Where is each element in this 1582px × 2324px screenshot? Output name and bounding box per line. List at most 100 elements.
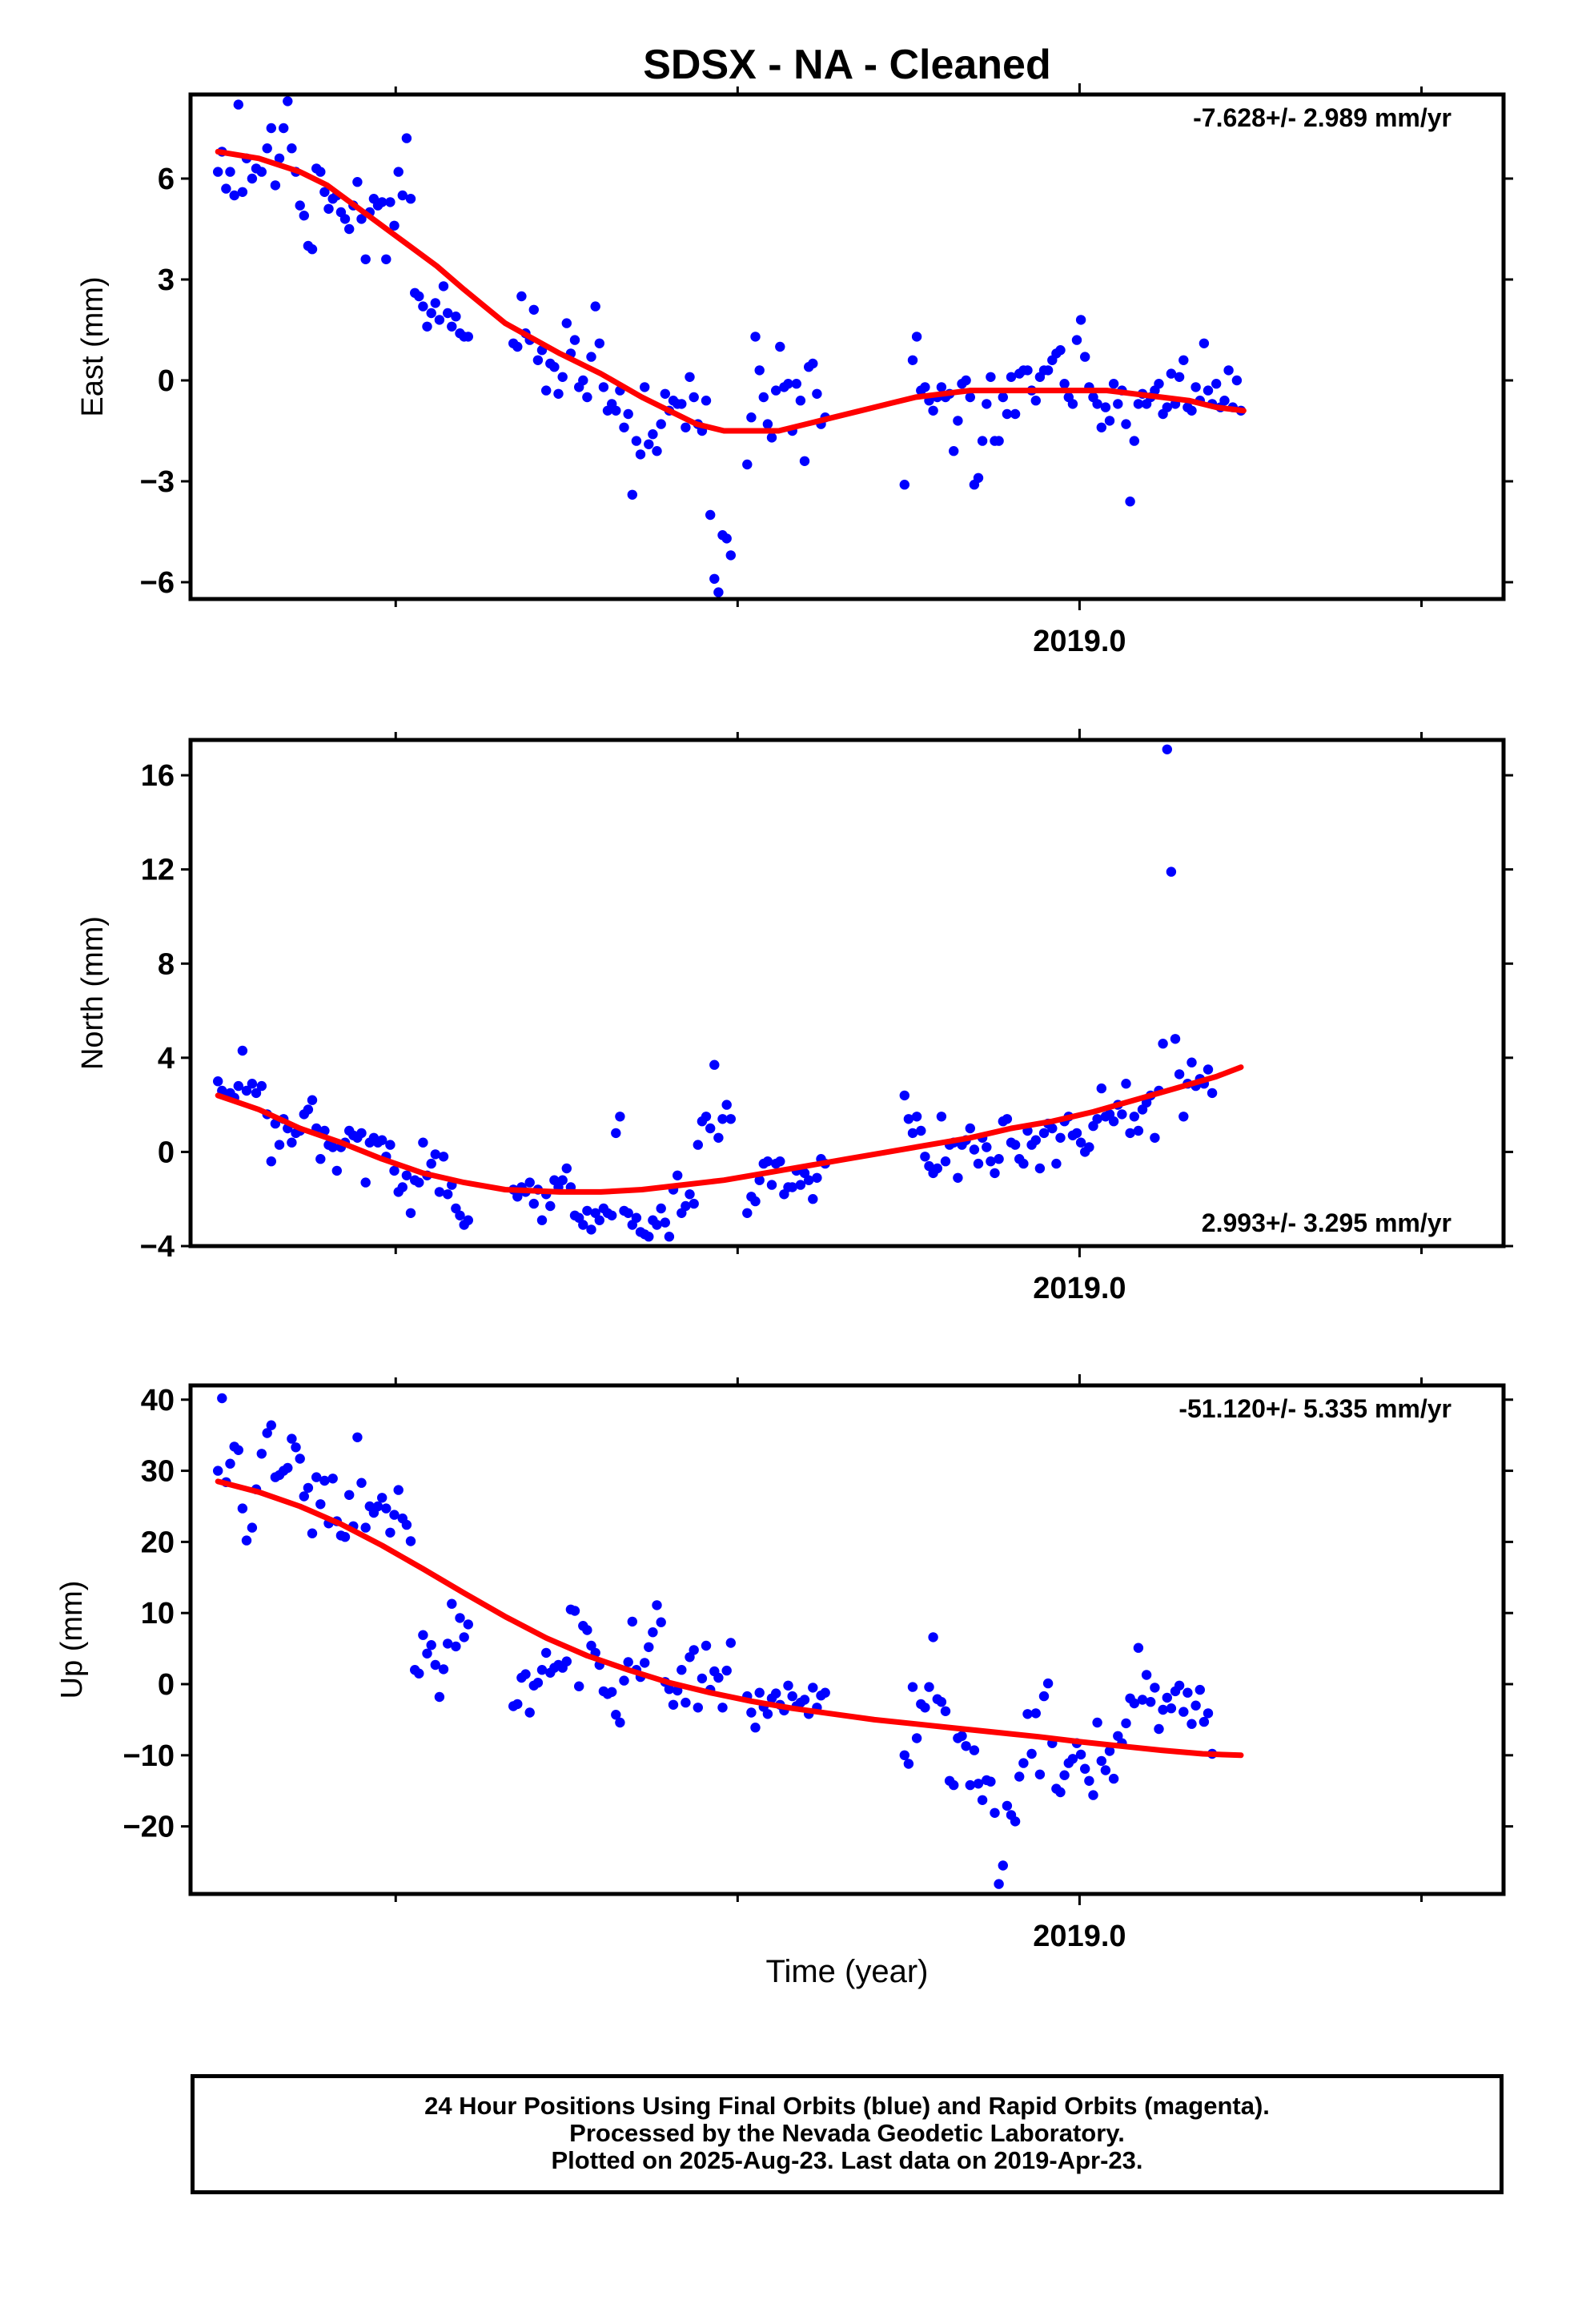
data-point (619, 1675, 629, 1686)
data-point (443, 1638, 453, 1649)
data-point (754, 1687, 765, 1698)
data-points (213, 744, 1218, 1242)
data-point (611, 1710, 621, 1720)
data-point (274, 1140, 285, 1150)
data-point (434, 1187, 445, 1197)
data-point (438, 1664, 449, 1675)
data-point (1088, 1790, 1098, 1800)
data-point (1207, 1088, 1218, 1099)
data-point (426, 308, 436, 319)
data-point (311, 1472, 322, 1482)
data-point (578, 375, 588, 386)
data-point (393, 1485, 404, 1495)
data-point (1154, 379, 1164, 389)
y-tick-label: −6 (140, 566, 175, 600)
data-point (717, 1114, 728, 1124)
data-point (644, 439, 654, 449)
data-point (516, 291, 527, 302)
data-point (656, 1203, 666, 1214)
footer-line-3: Plotted on 2025-Aug-23. Last data on 201… (551, 2146, 1143, 2174)
data-point (982, 399, 992, 409)
data-point (430, 1659, 440, 1671)
data-point (652, 1600, 662, 1610)
data-point (299, 211, 309, 221)
data-point (1030, 1708, 1042, 1719)
data-point (557, 372, 568, 382)
data-point (677, 1665, 687, 1675)
y-tick-label: 8 (158, 947, 175, 981)
data-point (1010, 408, 1021, 420)
data-point (725, 1114, 736, 1124)
footer-line-2: Processed by the Nevada Geodetic Laborat… (569, 2119, 1125, 2147)
data-point (911, 1112, 922, 1122)
data-point (1047, 1123, 1058, 1134)
data-point (1199, 338, 1210, 348)
data-point (969, 1144, 980, 1155)
data-point (701, 396, 712, 406)
footer-line-1: 24 Hour Positions Using Final Orbits (bl… (424, 2092, 1270, 2120)
data-point (1002, 1800, 1013, 1811)
data-point (907, 355, 918, 365)
data-point (928, 1632, 938, 1642)
data-point (561, 1656, 572, 1667)
footer-caption-box: 24 Hour Positions Using Final Orbits (bl… (191, 2074, 1504, 2194)
data-point (795, 396, 806, 406)
data-point (949, 446, 959, 456)
data-point (237, 1503, 248, 1514)
data-point (721, 1665, 732, 1676)
data-points (213, 1393, 1218, 1889)
data-point (266, 1420, 276, 1430)
data-point (1096, 422, 1107, 432)
data-point (1195, 1684, 1206, 1695)
y-tick-label: 3 (158, 263, 175, 297)
data-point (1154, 1723, 1164, 1735)
data-point (381, 254, 391, 264)
data-point (907, 1682, 918, 1692)
data-point (973, 1158, 984, 1169)
velocity-label: -51.120+/- 5.335 mm/yr (1178, 1394, 1452, 1423)
data-point (352, 177, 363, 187)
data-point (808, 1683, 818, 1693)
data-point (561, 1163, 572, 1174)
data-point (705, 509, 716, 521)
data-point (1203, 1708, 1214, 1719)
data-point (791, 379, 801, 389)
data-point (681, 1200, 691, 1212)
data-point (418, 1137, 428, 1148)
data-point (1026, 1748, 1037, 1759)
y-tick-label: −4 (140, 1230, 175, 1264)
data-point (295, 1454, 305, 1464)
east-panel: −6 −3 0 3 6 2019.0 East (mm) -7.628+/- 2.989 mm… (76, 83, 1513, 658)
data-point (911, 332, 922, 342)
data-point (648, 429, 658, 440)
data-point (607, 1210, 617, 1221)
data-point (664, 1232, 675, 1242)
data-point (1166, 1703, 1177, 1714)
data-point (1166, 866, 1177, 877)
data-point (401, 1519, 412, 1530)
data-point (1080, 352, 1090, 362)
data-point (352, 1432, 363, 1443)
data-point (582, 392, 592, 403)
data-point (1071, 335, 1082, 345)
x-tick-label: 2019.0 (1033, 1920, 1126, 1953)
data-point (283, 96, 293, 107)
data-point (713, 1132, 724, 1144)
data-point (1178, 1707, 1189, 1717)
data-point (536, 1665, 548, 1675)
data-point (940, 1706, 951, 1716)
data-point (401, 1170, 412, 1181)
data-point (762, 419, 773, 429)
data-point (973, 1779, 984, 1789)
data-point (907, 1128, 918, 1139)
data-point (443, 1189, 453, 1200)
data-point (685, 1189, 695, 1200)
data-point (372, 1501, 383, 1512)
data-point (233, 1080, 243, 1092)
data-point (414, 1177, 424, 1188)
data-point (447, 1598, 457, 1609)
data-point (1084, 1775, 1094, 1786)
data-point (247, 1079, 258, 1089)
data-point (685, 372, 695, 382)
data-point (1186, 1057, 1197, 1068)
